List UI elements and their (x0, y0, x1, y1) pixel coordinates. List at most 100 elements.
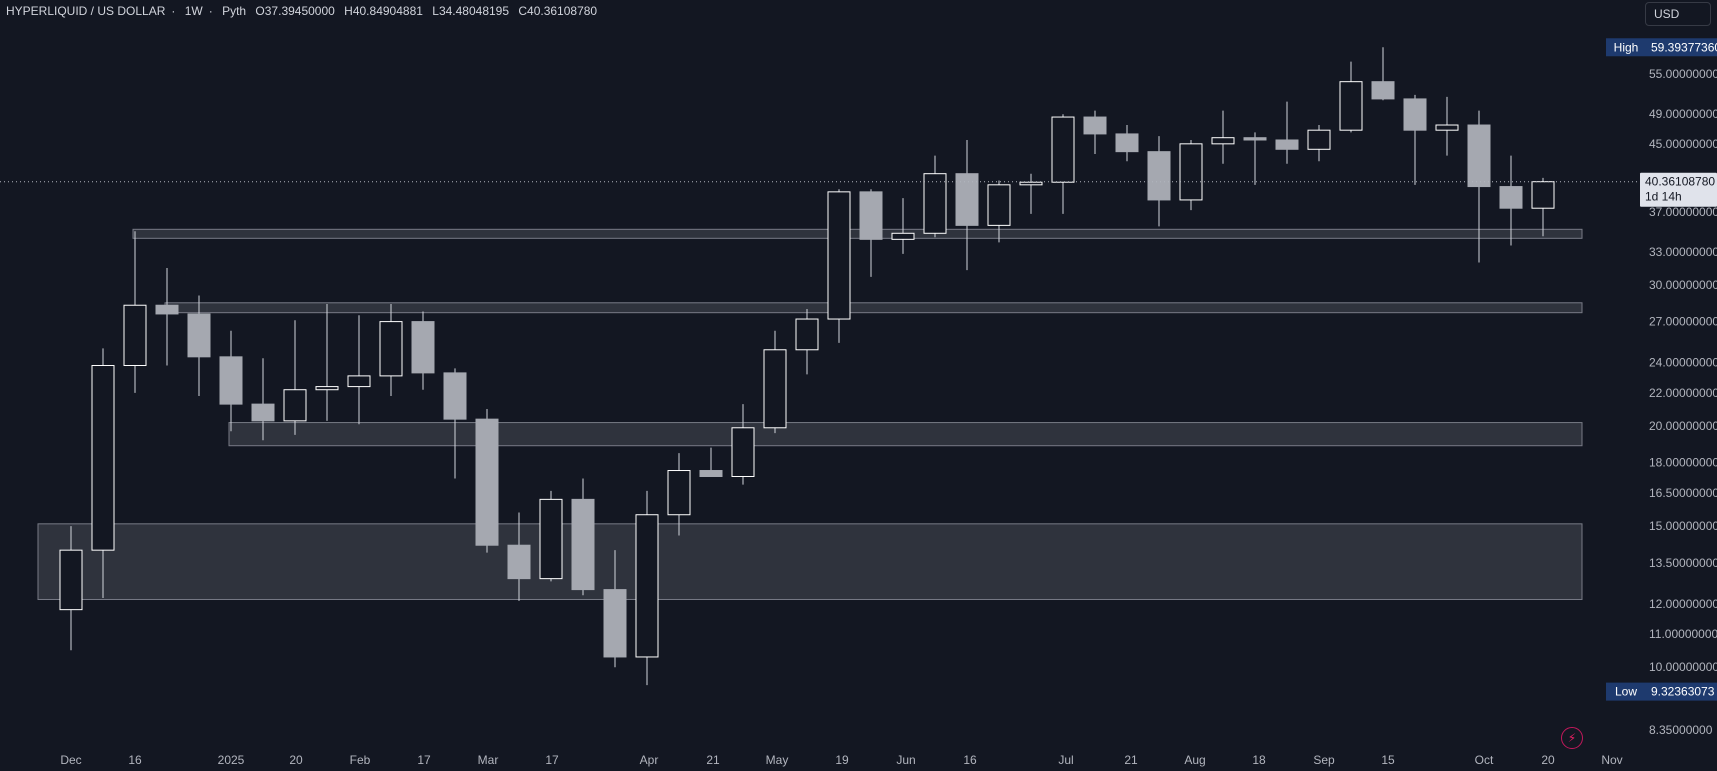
candle-down-32 (1083, 116, 1107, 135)
price-tick-label: 12.00000000 (1649, 597, 1717, 611)
candle-down-3 (155, 304, 179, 315)
candle-up-43 (1435, 124, 1459, 131)
candle-up-46 (1531, 181, 1555, 209)
candle-up-35 (1179, 143, 1203, 201)
time-tick-label: Dec (60, 753, 81, 767)
time-tick-label: Apr (640, 753, 659, 767)
price-tick-label: 8.35000000 (1649, 723, 1713, 737)
time-tick-label: 20 (1541, 753, 1555, 767)
currency-button[interactable]: USD (1645, 2, 1711, 26)
candle-down-45 (1499, 186, 1523, 209)
candle-up-8 (315, 386, 339, 391)
current-price-text: 40.36108780 (1645, 175, 1715, 189)
source-label: Pyth (222, 4, 247, 18)
candle-up-40 (1339, 81, 1363, 131)
candle-down-12 (443, 372, 467, 420)
candle-down-6 (251, 403, 275, 422)
time-axis[interactable]: Dec 16 2025 20 Feb 17 Mar 17 Apr 21 May 19 Jun 16 Jul 2… (60, 753, 1622, 767)
time-tick-label: 18 (1252, 753, 1266, 767)
price-tick-label: 18.00000000 (1649, 456, 1717, 470)
candle-up-26 (891, 232, 915, 240)
price-tick-label: 49.00000000 (1649, 107, 1717, 121)
candle-down-25 (859, 191, 883, 240)
low-value-text: 9.32363073 (1651, 685, 1715, 699)
candle-up-0 (59, 549, 83, 611)
candle-down-13 (475, 418, 499, 546)
time-tick-label: 19 (835, 753, 849, 767)
candles-layer (59, 47, 1555, 686)
candle-up-15 (539, 498, 563, 580)
candle-up-24 (827, 191, 851, 320)
candle-down-41 (1371, 81, 1395, 100)
support-zone-3 (37, 523, 1583, 600)
interval-label[interactable]: 1W (184, 4, 203, 18)
support-zone-0 (132, 228, 1583, 239)
support-zone-2 (228, 422, 1583, 447)
candle-down-14 (507, 544, 531, 580)
price-tick-label: 10.00000000 (1649, 660, 1717, 674)
candle-up-36 (1211, 137, 1235, 145)
header-separator: · (208, 4, 213, 18)
candle-down-34 (1147, 151, 1171, 201)
candle-down-5 (219, 356, 243, 405)
time-tick-label: 17 (545, 753, 559, 767)
candle-up-7 (283, 389, 307, 422)
candle-down-33 (1115, 133, 1139, 153)
candle-down-16 (571, 498, 595, 591)
price-tick-label: 22.00000000 (1649, 386, 1717, 400)
price-tick-label: 24.00000000 (1649, 356, 1717, 370)
candle-up-23 (795, 318, 819, 351)
price-tick-label: 15.00000000 (1649, 519, 1717, 533)
price-tick-label: 11.00000000 (1649, 627, 1717, 641)
time-tick-label: 21 (706, 753, 720, 767)
candle-up-31 (1051, 116, 1075, 183)
time-tick-label: May (766, 753, 789, 767)
time-tick-label: 21 (1124, 753, 1138, 767)
countdown-text: 1d 14h (1645, 190, 1682, 204)
ohlc-close: C40.36108780 (518, 4, 598, 18)
time-tick-label: Sep (1313, 753, 1335, 767)
time-tick-label: Mar (478, 753, 499, 767)
time-tick-label: 16 (128, 753, 142, 767)
candle-up-10 (379, 321, 403, 377)
zones-layer (37, 228, 1583, 600)
time-tick-label: 2025 (218, 753, 245, 767)
price-tick-label: 20.00000000 (1649, 419, 1717, 433)
candle-up-29 (987, 184, 1011, 226)
symbol-header: HYPERLIQUID / US DOLLAR · 1W · Pyth O37.39… (6, 4, 603, 18)
price-tick-label: 37.00000000 (1649, 205, 1717, 219)
candle-up-19 (667, 470, 691, 516)
high-label-tag (1606, 38, 1647, 57)
price-tick-label: 27.00000000 (1649, 315, 1717, 329)
time-tick-label: Feb (350, 753, 371, 767)
time-tick-label: Aug (1184, 753, 1205, 767)
time-tick-label: Jul (1058, 753, 1073, 767)
candle-up-27 (923, 173, 947, 234)
price-axis[interactable]: 55.00000000 49.00000000 45.00000000 37.0000… (1649, 67, 1717, 737)
time-tick-label: Oct (1475, 753, 1494, 767)
low-value-tag (1647, 682, 1717, 701)
lightning-bolt-icon[interactable]: ⚡ (1561, 727, 1583, 749)
price-tick-label: 33.00000000 (1649, 245, 1717, 259)
header-separator: · (171, 4, 176, 18)
low-label-tag (1606, 682, 1647, 701)
time-tick-label: 20 (289, 753, 303, 767)
low-label-text: Low (1615, 685, 1637, 699)
symbol-name[interactable]: HYPERLIQUID / US DOLLAR (6, 4, 166, 18)
time-tick-label: 16 (963, 753, 977, 767)
ohlc-high: H40.84904881 (344, 4, 423, 18)
candle-down-38 (1275, 139, 1299, 150)
high-label-text: High (1614, 40, 1639, 54)
high-value-text: 59.39377360 (1651, 40, 1717, 54)
candle-down-11 (411, 321, 435, 374)
candle-up-21 (731, 427, 755, 478)
candle-up-30 (1019, 181, 1043, 186)
ohlc-open: O37.39450000 (255, 4, 335, 18)
price-tick-label: 30.00000000 (1649, 278, 1717, 292)
current-price-tag (1640, 172, 1717, 207)
candle-down-20 (699, 470, 723, 478)
candle-up-1 (91, 364, 115, 551)
candle-up-39 (1307, 129, 1331, 150)
support-zone-1 (164, 302, 1583, 314)
